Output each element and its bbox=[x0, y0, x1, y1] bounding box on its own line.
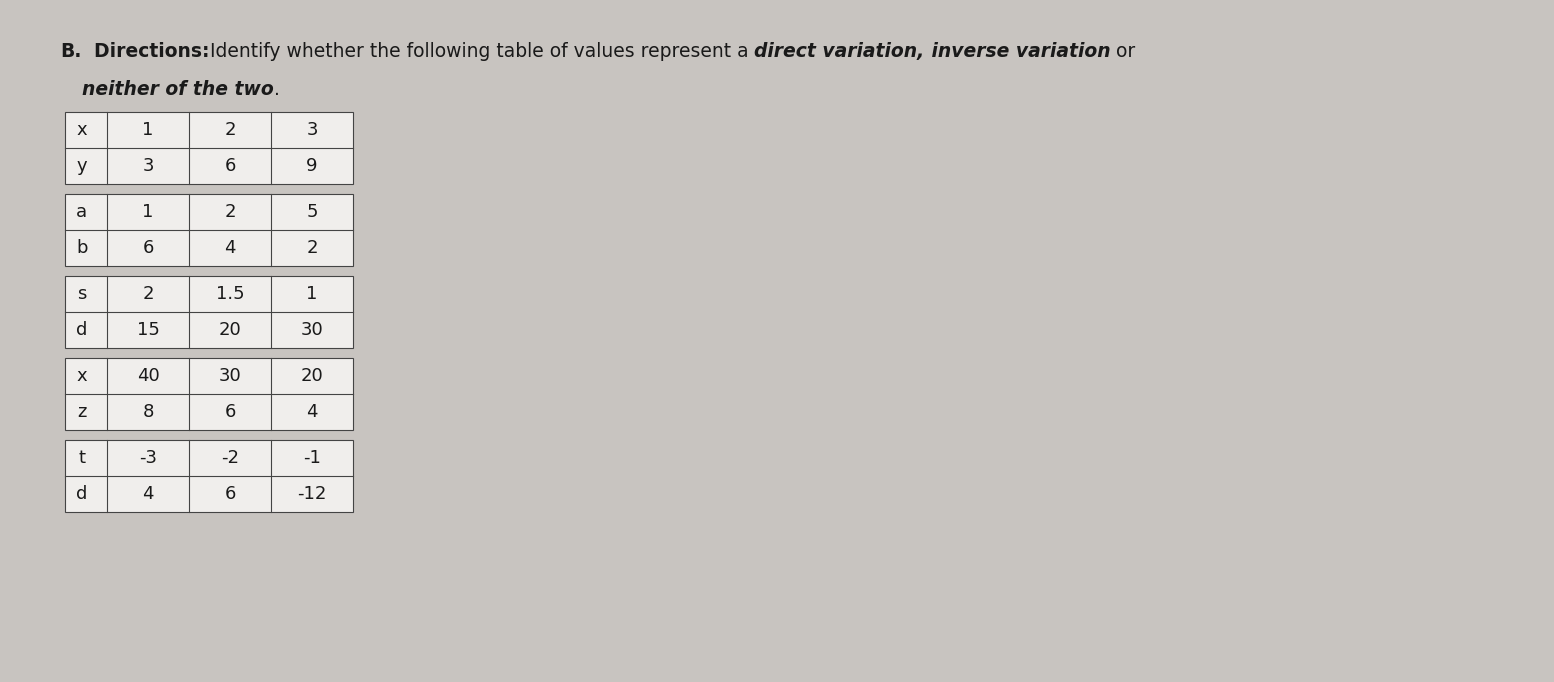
Text: y: y bbox=[76, 157, 87, 175]
Text: 1: 1 bbox=[306, 285, 317, 303]
Text: x: x bbox=[76, 367, 87, 385]
Text: .: . bbox=[274, 80, 280, 99]
Text: 15: 15 bbox=[137, 321, 160, 339]
Text: 1.5: 1.5 bbox=[216, 285, 244, 303]
Text: 2: 2 bbox=[224, 203, 236, 221]
Text: Identify whether the following table of values represent a: Identify whether the following table of … bbox=[210, 42, 755, 61]
Text: Directions:: Directions: bbox=[81, 42, 210, 61]
Text: d: d bbox=[76, 485, 87, 503]
Text: 1: 1 bbox=[143, 121, 154, 139]
Text: B.: B. bbox=[61, 42, 81, 61]
Text: z: z bbox=[78, 403, 87, 421]
Text: b: b bbox=[76, 239, 87, 257]
Text: or: or bbox=[1111, 42, 1136, 61]
Text: -1: -1 bbox=[303, 449, 322, 467]
Text: d: d bbox=[76, 321, 87, 339]
Text: 9: 9 bbox=[306, 157, 317, 175]
Text: 6: 6 bbox=[224, 403, 236, 421]
Text: 5: 5 bbox=[306, 203, 317, 221]
Text: s: s bbox=[78, 285, 87, 303]
Text: 6: 6 bbox=[224, 157, 236, 175]
Text: 30: 30 bbox=[219, 367, 241, 385]
Text: 6: 6 bbox=[224, 485, 236, 503]
Text: -2: -2 bbox=[221, 449, 239, 467]
Text: 2: 2 bbox=[224, 121, 236, 139]
Text: 2: 2 bbox=[306, 239, 317, 257]
Text: 4: 4 bbox=[224, 239, 236, 257]
Text: 4: 4 bbox=[143, 485, 154, 503]
Text: 30: 30 bbox=[300, 321, 323, 339]
Text: 20: 20 bbox=[219, 321, 241, 339]
FancyBboxPatch shape bbox=[65, 276, 353, 348]
Text: neither of the two: neither of the two bbox=[82, 80, 274, 99]
FancyBboxPatch shape bbox=[65, 440, 353, 512]
FancyBboxPatch shape bbox=[65, 112, 353, 184]
Text: 20: 20 bbox=[300, 367, 323, 385]
Text: -3: -3 bbox=[138, 449, 157, 467]
Text: 4: 4 bbox=[306, 403, 317, 421]
FancyBboxPatch shape bbox=[65, 358, 353, 430]
Text: a: a bbox=[76, 203, 87, 221]
Text: 3: 3 bbox=[143, 157, 154, 175]
Text: 1: 1 bbox=[143, 203, 154, 221]
Text: 6: 6 bbox=[143, 239, 154, 257]
Text: direct variation,: direct variation, bbox=[755, 42, 925, 61]
Text: inverse variation: inverse variation bbox=[925, 42, 1111, 61]
Text: 2: 2 bbox=[143, 285, 154, 303]
Text: 8: 8 bbox=[143, 403, 154, 421]
Text: 3: 3 bbox=[306, 121, 317, 139]
Text: t: t bbox=[78, 449, 85, 467]
FancyBboxPatch shape bbox=[65, 194, 353, 266]
Text: -12: -12 bbox=[297, 485, 326, 503]
Text: x: x bbox=[76, 121, 87, 139]
Text: 40: 40 bbox=[137, 367, 160, 385]
